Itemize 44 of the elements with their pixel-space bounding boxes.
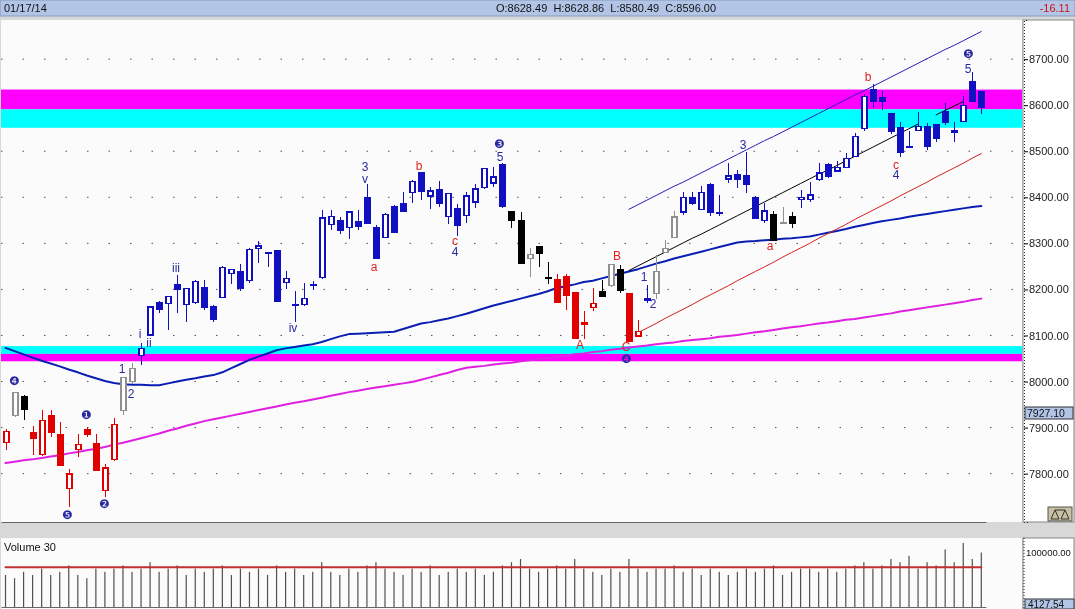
annotation: a <box>370 260 378 274</box>
text: 4127.54 <box>1028 599 1065 609</box>
y-tick-label: 8100.00 <box>1029 329 1069 342</box>
annotation: a <box>766 239 774 253</box>
y-tick-label: 8300.00 <box>1029 237 1069 250</box>
annotation: v <box>362 172 368 186</box>
annotation: ❹ <box>8 374 20 388</box>
y-tick-label: 7800.00 <box>1029 467 1069 480</box>
annotation: b <box>864 70 872 84</box>
annotation: C <box>621 340 631 354</box>
text: -16.11 <box>1039 2 1070 14</box>
annotation: ❷ <box>98 497 110 511</box>
text: O:8628.49 H:8628.86 L:8580.49 C:8596.00 <box>495 2 717 14</box>
annotation: b <box>415 159 423 173</box>
annotation: ❶ <box>80 408 92 422</box>
annotation: iv <box>288 321 298 335</box>
text: 7927.10 <box>1027 407 1066 419</box>
y-tick-label: 8200.00 <box>1029 283 1069 296</box>
annotation: ❸ <box>493 137 505 151</box>
annotation: 2 <box>649 297 657 311</box>
y-tick-label: 8500.00 <box>1029 145 1069 158</box>
y-tick-label: 8400.00 <box>1029 191 1069 204</box>
annotation: B <box>612 249 622 263</box>
y-tick-label: 8700.00 <box>1029 53 1069 66</box>
annotation: 4 <box>451 245 459 259</box>
annotation: ❺ <box>61 508 73 522</box>
chart-title: Volume 30 <box>4 541 56 553</box>
y-tick-label: 8600.00 <box>1029 99 1069 112</box>
annotation: iii <box>172 261 180 275</box>
text: 01/17/14 <box>4 2 47 14</box>
annotation: 1 <box>640 270 648 284</box>
annotation: c <box>452 234 458 248</box>
annotation: 2 <box>127 387 135 401</box>
annotation: 3 <box>361 160 369 174</box>
annotation: 1 <box>118 362 126 376</box>
annotation: 5 <box>964 62 972 76</box>
annotation: ii <box>146 336 152 350</box>
text: 100000.00 <box>1026 547 1071 558</box>
y-tick-label: 8000.00 <box>1029 375 1069 388</box>
annotation: i <box>138 327 142 341</box>
annotation: ❺ <box>962 47 974 61</box>
y-tick-label: 7900.00 <box>1029 421 1069 434</box>
annotation: 5 <box>496 150 504 164</box>
annotation: 3 <box>739 138 747 152</box>
